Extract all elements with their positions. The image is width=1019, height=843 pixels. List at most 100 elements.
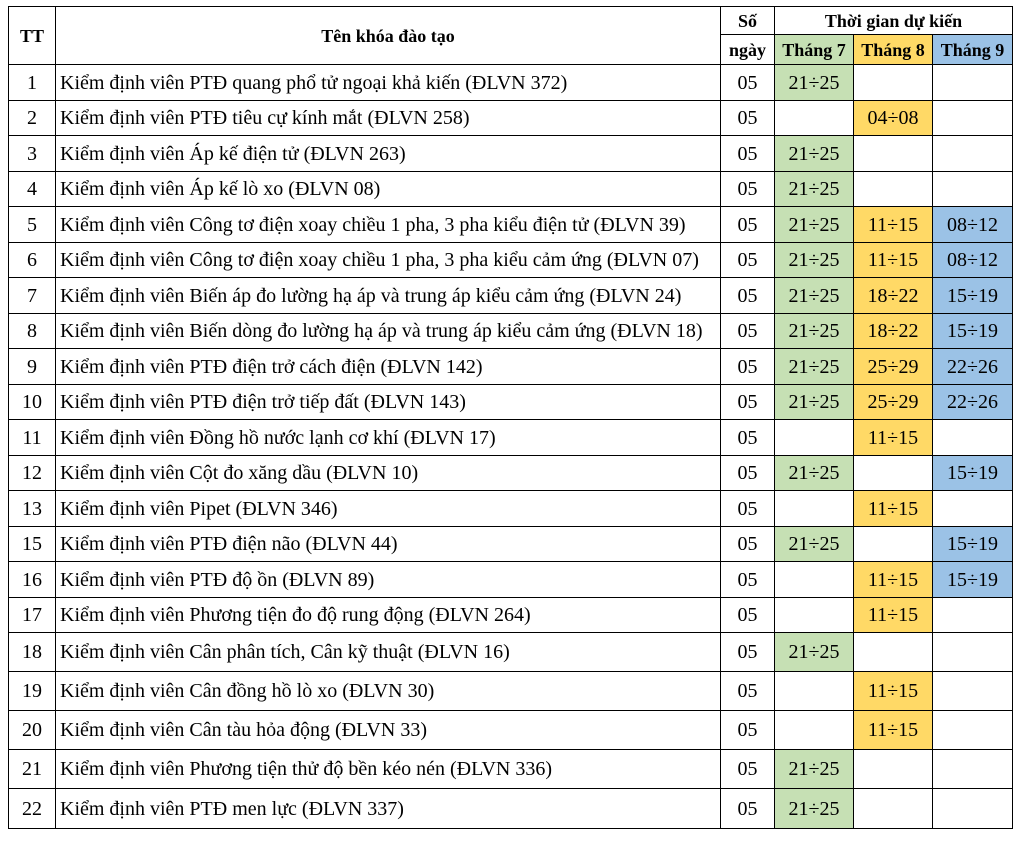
month9-dates: 15÷19 bbox=[932, 313, 1013, 349]
month7-dates bbox=[774, 561, 854, 598]
month8-dates: 11÷15 bbox=[853, 206, 933, 243]
month7-dates: 21÷25 bbox=[774, 64, 854, 101]
month9-dates bbox=[932, 632, 1013, 672]
month8-dates bbox=[853, 171, 933, 207]
table-row: 11 Kiểm định viên Đồng hồ nước lạnh cơ kh… bbox=[8, 419, 1013, 456]
training-schedule-table: TT Tên khóa đào tạo Số Thời gian dự kiến… bbox=[8, 6, 1013, 829]
table-row: 3 Kiểm định viên Áp kế điện tử (ĐLVN 263)… bbox=[8, 135, 1013, 172]
course-name: Kiểm định viên Cân phân tích, Cân kỹ thu… bbox=[55, 632, 721, 672]
course-name: Kiểm định viên Cột đo xăng dầu (ĐLVN 10) bbox=[55, 455, 721, 491]
month8-dates: 11÷15 bbox=[853, 561, 933, 598]
row-number: 5 bbox=[8, 206, 56, 243]
month9-dates: 08÷12 bbox=[932, 242, 1013, 278]
month9-dates bbox=[932, 64, 1013, 101]
header-month9: Tháng 9 bbox=[932, 34, 1013, 65]
row-number: 4 bbox=[8, 171, 56, 207]
row-number: 12 bbox=[8, 455, 56, 491]
header-course-name: Tên khóa đào tạo bbox=[55, 6, 721, 65]
row-number: 15 bbox=[8, 526, 56, 562]
month9-dates bbox=[932, 597, 1013, 633]
table-row: 19 Kiểm định viên Cân đồng hồ lò xo (ĐLVN… bbox=[8, 671, 1013, 711]
row-number: 8 bbox=[8, 313, 56, 349]
month9-dates bbox=[932, 135, 1013, 172]
days-count: 05 bbox=[720, 313, 775, 349]
days-count: 05 bbox=[720, 788, 775, 829]
course-name: Kiểm định viên Công tơ điện xoay chiều 1… bbox=[55, 242, 721, 278]
row-number: 17 bbox=[8, 597, 56, 633]
course-name: Kiểm định viên Phương tiện đo độ rung độ… bbox=[55, 597, 721, 633]
table-row: 21 Kiểm định viên Phương tiện thử độ bền … bbox=[8, 749, 1013, 789]
month8-dates bbox=[853, 526, 933, 562]
row-number: 22 bbox=[8, 788, 56, 829]
table-row: 22 Kiểm định viên PTĐ men lực (ĐLVN 337) 0… bbox=[8, 788, 1013, 829]
table-row: 20 Kiểm định viên Cân tàu hỏa động (ĐLVN … bbox=[8, 710, 1013, 750]
days-count: 05 bbox=[720, 64, 775, 101]
month7-dates: 21÷25 bbox=[774, 242, 854, 278]
table-row: 4 Kiểm định viên Áp kế lò xo (ĐLVN 08) 05 2… bbox=[8, 171, 1013, 207]
days-count: 05 bbox=[720, 277, 775, 314]
month7-dates bbox=[774, 597, 854, 633]
days-count: 05 bbox=[720, 526, 775, 562]
month9-dates: 15÷19 bbox=[932, 526, 1013, 562]
days-count: 05 bbox=[720, 749, 775, 789]
month8-dates: 11÷15 bbox=[853, 490, 933, 527]
month8-dates bbox=[853, 135, 933, 172]
month8-dates: 25÷29 bbox=[853, 348, 933, 385]
course-name: Kiểm định viên PTĐ điện não (ĐLVN 44) bbox=[55, 526, 721, 562]
month9-dates: 15÷19 bbox=[932, 561, 1013, 598]
month7-dates bbox=[774, 419, 854, 456]
table-row: 1 Kiểm định viên PTĐ quang phổ tử ngoại k… bbox=[8, 64, 1013, 101]
month9-dates: 08÷12 bbox=[932, 206, 1013, 243]
table-row: 18 Kiểm định viên Cân phân tích, Cân kỹ t… bbox=[8, 632, 1013, 672]
course-name: Kiểm định viên PTĐ điện trở cách điện (Đ… bbox=[55, 348, 721, 385]
row-number: 10 bbox=[8, 384, 56, 420]
header-month7: Tháng 7 bbox=[774, 34, 854, 65]
month7-dates: 21÷25 bbox=[774, 313, 854, 349]
course-name: Kiểm định viên Phương tiện thử độ bền ké… bbox=[55, 749, 721, 789]
course-name: Kiểm định viên Đồng hồ nước lạnh cơ khí … bbox=[55, 419, 721, 456]
row-number: 18 bbox=[8, 632, 56, 672]
month9-dates bbox=[932, 749, 1013, 789]
month8-dates: 11÷15 bbox=[853, 710, 933, 750]
days-count: 05 bbox=[720, 597, 775, 633]
row-number: 3 bbox=[8, 135, 56, 172]
month9-dates bbox=[932, 419, 1013, 456]
header-schedule-group: Thời gian dự kiến bbox=[774, 6, 1013, 35]
table-row: 15 Kiểm định viên PTĐ điện não (ĐLVN 44) 0… bbox=[8, 526, 1013, 562]
days-count: 05 bbox=[720, 384, 775, 420]
row-number: 13 bbox=[8, 490, 56, 527]
days-count: 05 bbox=[720, 455, 775, 491]
course-name: Kiểm định viên Áp kế điện tử (ĐLVN 263) bbox=[55, 135, 721, 172]
table-row: 6 Kiểm định viên Công tơ điện xoay chiều … bbox=[8, 242, 1013, 278]
table-row: 17 Kiểm định viên Phương tiện đo độ rung … bbox=[8, 597, 1013, 633]
table-row: 2 Kiểm định viên PTĐ tiêu cự kính mắt (ĐL… bbox=[8, 100, 1013, 136]
month7-dates: 21÷25 bbox=[774, 526, 854, 562]
days-count: 05 bbox=[720, 632, 775, 672]
month7-dates: 21÷25 bbox=[774, 348, 854, 385]
month7-dates bbox=[774, 490, 854, 527]
month8-dates: 25÷29 bbox=[853, 384, 933, 420]
month7-dates bbox=[774, 671, 854, 711]
row-number: 11 bbox=[8, 419, 56, 456]
course-name: Kiểm định viên PTĐ men lực (ĐLVN 337) bbox=[55, 788, 721, 829]
month8-dates bbox=[853, 749, 933, 789]
course-name: Kiểm định viên Biến áp đo lường hạ áp và… bbox=[55, 277, 721, 314]
days-count: 05 bbox=[720, 348, 775, 385]
table-body: 1 Kiểm định viên PTĐ quang phổ tử ngoại k… bbox=[8, 64, 1013, 829]
course-name: Kiểm định viên Công tơ điện xoay chiều 1… bbox=[55, 206, 721, 243]
month8-dates bbox=[853, 632, 933, 672]
course-name: Kiểm định viên Cân đồng hồ lò xo (ĐLVN 3… bbox=[55, 671, 721, 711]
month8-dates: 11÷15 bbox=[853, 419, 933, 456]
days-count: 05 bbox=[720, 100, 775, 136]
days-count: 05 bbox=[720, 671, 775, 711]
month8-dates: 11÷15 bbox=[853, 597, 933, 633]
month8-dates bbox=[853, 788, 933, 829]
row-number: 2 bbox=[8, 100, 56, 136]
row-number: 21 bbox=[8, 749, 56, 789]
month7-dates bbox=[774, 100, 854, 136]
header-tt: TT bbox=[8, 6, 56, 65]
course-name: Kiểm định viên PTĐ quang phổ tử ngoại kh… bbox=[55, 64, 721, 101]
header-days-line1: Số bbox=[720, 6, 775, 35]
month7-dates: 21÷25 bbox=[774, 788, 854, 829]
month7-dates: 21÷25 bbox=[774, 206, 854, 243]
